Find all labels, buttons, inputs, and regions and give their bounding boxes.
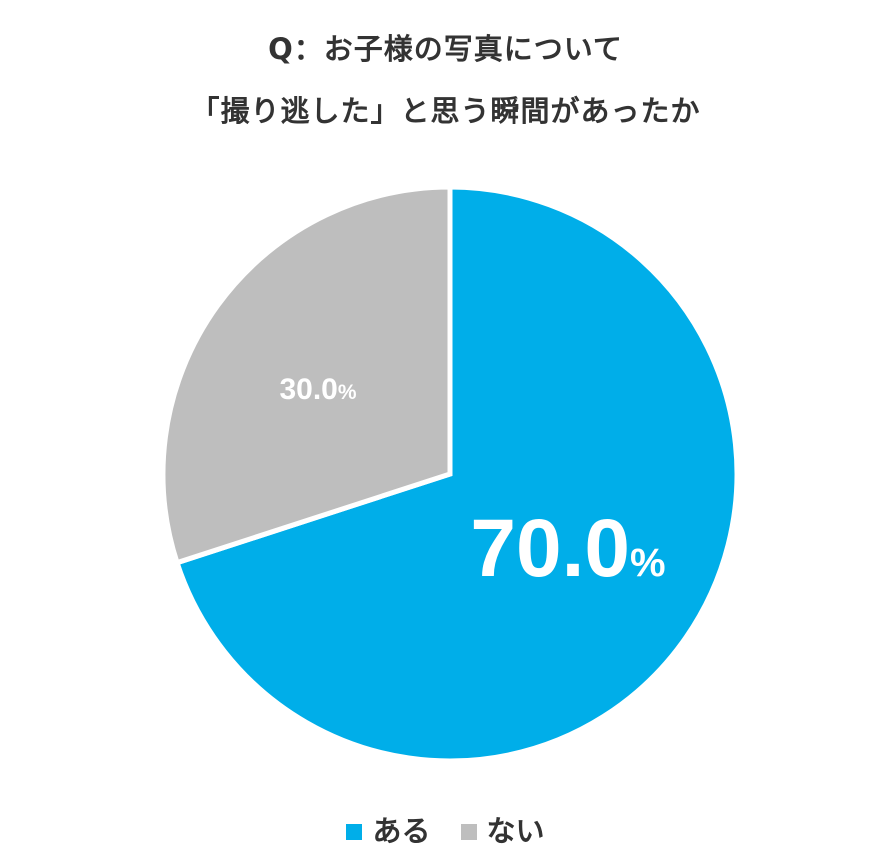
data-label-nai: 30.0% — [279, 373, 356, 406]
pie-data-labels: 70.0%30.0% — [279, 373, 665, 594]
legend: ある ない — [0, 808, 891, 850]
pie-slice-aru — [173, 184, 740, 764]
legend-swatch-aru — [346, 824, 363, 840]
chart-title-line-2: 「撮り逃した」と思う瞬間があったか — [190, 94, 701, 128]
pie-slices — [160, 184, 740, 764]
data-label-aru: 70.0% — [470, 503, 665, 594]
legend-item-nai: ない — [460, 808, 545, 850]
data-label-nai-number: 30.0 — [279, 373, 337, 406]
pie-slice-nai — [160, 184, 453, 566]
chart-title-line-1: Q：お子様の写真について — [268, 32, 623, 66]
legend-label-aru: ある — [372, 814, 431, 848]
data-label-nai-unit: % — [338, 381, 357, 404]
legend-item-aru: ある — [346, 808, 431, 850]
legend-swatch-nai — [460, 824, 477, 840]
data-label-aru-unit: % — [630, 541, 666, 585]
legend-label-nai: ない — [486, 814, 545, 848]
data-label-aru-number: 70.0 — [470, 503, 630, 594]
